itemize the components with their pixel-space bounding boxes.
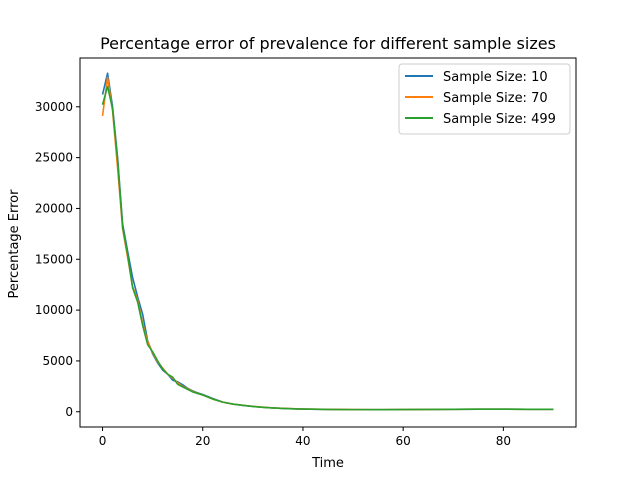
- x-axis-label: Time: [311, 456, 344, 471]
- legend: Sample Size: 10 Sample Size: 70 Sample Siz…: [398, 63, 571, 135]
- x-tick-label: 20: [195, 434, 210, 448]
- x-tick-label: 60: [396, 434, 411, 448]
- legend-label: Sample Size: 70: [443, 91, 548, 106]
- y-axis-label: Percentage Error: [7, 189, 22, 299]
- y-axis-ticks: 0 5000 10000 15000 20000 25000 30000: [35, 100, 80, 419]
- y-tick-label: 10000: [35, 303, 73, 317]
- x-axis-ticks: 0 20 40 60 80: [99, 427, 511, 448]
- legend-label: Sample Size: 10: [443, 70, 548, 85]
- series-line-3: [101, 85, 554, 411]
- legend-box: [398, 63, 571, 135]
- x-tick-label: 40: [295, 434, 310, 448]
- x-tick-label: 80: [496, 434, 511, 448]
- y-tick-label: 25000: [35, 151, 73, 165]
- y-tick-label: 20000: [35, 201, 73, 215]
- y-tick-label: 5000: [42, 354, 73, 368]
- y-tick-label: 30000: [35, 100, 73, 114]
- x-tick-label: 0: [99, 434, 107, 448]
- y-tick-label: 15000: [35, 252, 73, 266]
- y-tick-label: 0: [65, 405, 73, 419]
- legend-label: Sample Size: 499: [443, 112, 556, 127]
- chart-title: Percentage error of prevalence for diffe…: [100, 34, 556, 53]
